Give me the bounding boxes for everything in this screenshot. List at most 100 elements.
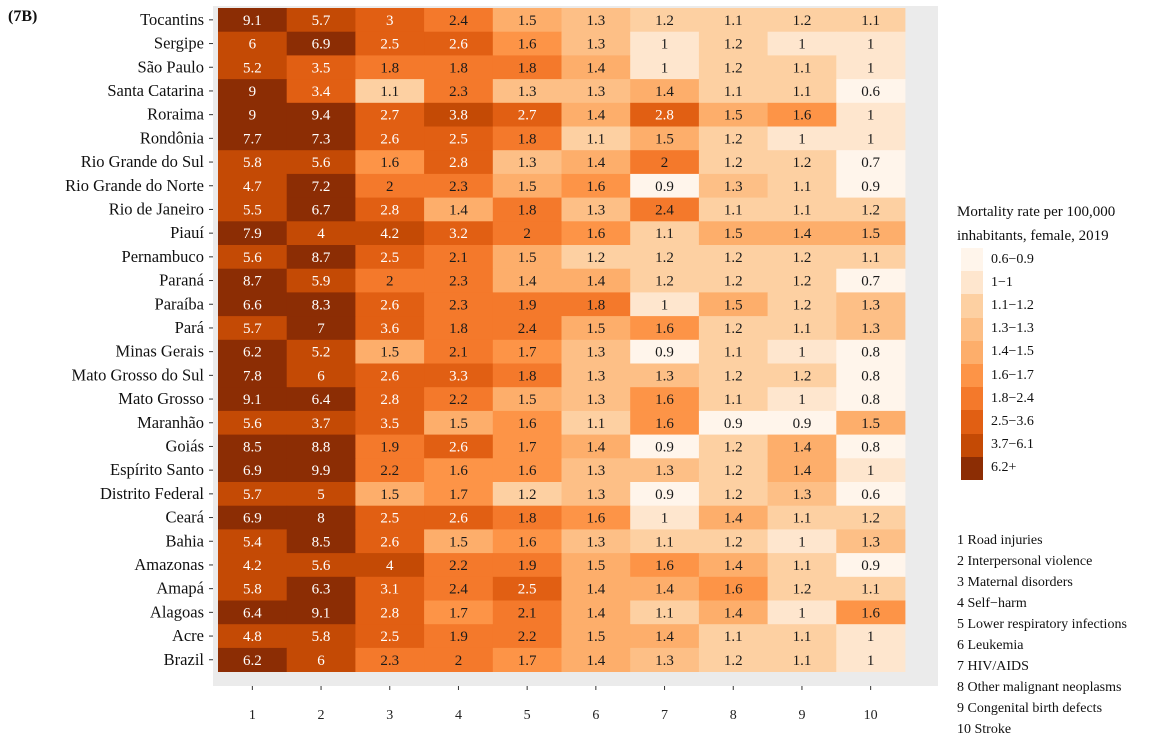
heatmap-cell — [424, 268, 494, 293]
cell-value-label: 1.1 — [793, 60, 812, 76]
row-label: Santa Catarina — [107, 81, 204, 100]
heatmap-cell — [492, 600, 562, 625]
heatmap-cell — [492, 505, 562, 530]
heatmap-cell — [767, 79, 837, 104]
cell-value-label: 1.6 — [861, 605, 880, 621]
cell-value-label: 2.4 — [449, 582, 468, 598]
legend-label: 3.7−6.1 — [991, 437, 1034, 453]
legend-swatch — [961, 410, 983, 434]
heatmap-cell — [492, 31, 562, 56]
cell-value-label: 3.5 — [380, 416, 399, 432]
heatmap-cell — [561, 245, 631, 270]
heatmap-cell — [561, 387, 631, 412]
heatmap-cell — [286, 79, 356, 104]
cell-value-label: 2.6 — [380, 297, 399, 313]
heatmap-cell — [286, 197, 356, 222]
cell-value-label: 1.5 — [724, 297, 743, 313]
heatmap-cell — [561, 363, 631, 388]
heatmap-cell — [630, 339, 700, 364]
heatmap-cell — [218, 268, 288, 293]
heatmap-cell — [355, 268, 425, 293]
column-label: 3 — [386, 708, 393, 723]
row-label: Roraima — [147, 105, 204, 124]
column-label: 6 — [592, 708, 599, 723]
cell-value-label: 2.6 — [449, 37, 468, 53]
heatmap-cell — [355, 600, 425, 625]
cell-value-label: 1.9 — [518, 558, 537, 574]
cell-value-label: 1.4 — [793, 439, 812, 455]
heatmap-cell — [286, 221, 356, 246]
heatmap-cell — [698, 150, 768, 175]
cell-value-label: 3.5 — [312, 60, 331, 76]
heatmap-cell — [355, 387, 425, 412]
cell-value-label: 1.6 — [655, 392, 674, 408]
cell-value-label: 2.6 — [380, 131, 399, 147]
heatmap-cell — [286, 553, 356, 578]
heatmap-cell — [561, 624, 631, 649]
heatmap-cell — [630, 197, 700, 222]
legend-swatch — [961, 294, 983, 318]
legend-key: 1.6−1.7 — [957, 363, 1115, 388]
cell-value-label: 1.3 — [586, 345, 605, 361]
legend-label: 0.6−0.9 — [991, 251, 1034, 267]
heatmap-cell — [698, 363, 768, 388]
legend-swatch — [961, 387, 983, 411]
legend-label: 1.1−1.2 — [991, 297, 1034, 313]
legend-label: 1.4−1.5 — [991, 344, 1034, 360]
heatmap-cell — [561, 339, 631, 364]
cell-value-label: 1.2 — [724, 274, 743, 290]
heatmap-cell — [424, 221, 494, 246]
cell-value-label: 6.2 — [243, 345, 262, 361]
heatmap-cell — [355, 126, 425, 151]
row-label: Rondônia — [140, 128, 205, 147]
cell-value-label: 1.3 — [861, 321, 880, 337]
heatmap-cell — [492, 363, 562, 388]
cell-value-label: 1.5 — [861, 226, 880, 242]
heatmap-cell — [218, 529, 288, 554]
cell-value-label: 1.3 — [861, 534, 880, 550]
cell-value-label: 1.2 — [861, 202, 880, 218]
row-labels: Tocantins Sergipe São Paulo Santa Catarina R… — [65, 10, 213, 669]
heatmap-cell — [218, 458, 288, 483]
heatmap-cell — [630, 647, 700, 672]
heatmap-cell — [767, 126, 837, 151]
cell-value-label: 2.6 — [380, 534, 399, 550]
heatmap-cells: 9.1 5.7 3 2.4 1.5 1.3 1.2 1.1 1.2 1.1 6 6.9 2.5 2.6 1.… — [218, 8, 906, 672]
heatmap-cell — [355, 505, 425, 530]
cell-value-label: 1.1 — [655, 605, 674, 621]
cell-value-label: 7.9 — [243, 226, 262, 242]
cell-value-label: 1.1 — [724, 629, 743, 645]
heatmap-cell — [492, 8, 562, 33]
cell-value-label: 6.9 — [312, 37, 331, 53]
cell-value-label: 1.2 — [724, 37, 743, 53]
heatmap-cell — [492, 150, 562, 175]
heatmap-cell — [424, 150, 494, 175]
heatmap-cell — [218, 316, 288, 341]
cell-value-label: 2.4 — [518, 321, 537, 337]
heatmap-cell — [561, 8, 631, 33]
cell-value-label: 0.9 — [655, 439, 674, 455]
heatmap-cell — [836, 505, 906, 530]
heatmap-cell — [836, 292, 906, 317]
cell-value-label: 1.2 — [724, 321, 743, 337]
heatmap-cell — [355, 173, 425, 198]
cell-value-label: 6 — [249, 37, 257, 53]
cell-value-label: 7.8 — [243, 368, 262, 384]
heatmap-cell — [698, 31, 768, 56]
heatmap-cell — [698, 505, 768, 530]
cell-value-label: 1.3 — [586, 368, 605, 384]
cell-value-label: 1.2 — [793, 582, 812, 598]
heatmap-cell — [424, 55, 494, 80]
cell-value-label: 1.1 — [724, 84, 743, 100]
cell-value-label: 2.8 — [655, 108, 674, 124]
cell-value-label: 1.1 — [793, 511, 812, 527]
heatmap-cell — [836, 31, 906, 56]
column-labels: 1 2 3 4 5 6 7 8 9 10 — [249, 686, 878, 723]
row-label: Paraíba — [155, 294, 205, 313]
heatmap-cell — [218, 387, 288, 412]
cell-value-label: 2.2 — [380, 463, 399, 479]
heatmap-cell — [836, 197, 906, 222]
cell-value-label: 1 — [798, 534, 806, 550]
heatmap-cell — [286, 576, 356, 601]
cell-value-label: 1.2 — [793, 13, 812, 29]
